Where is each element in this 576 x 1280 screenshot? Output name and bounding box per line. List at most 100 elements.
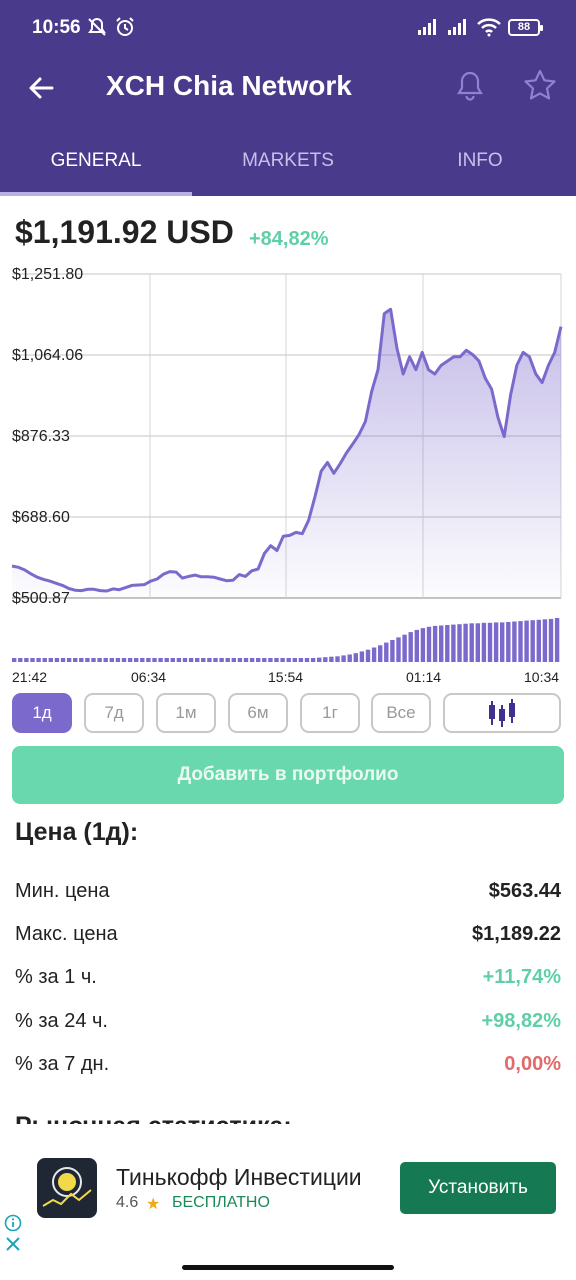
volume-bar <box>24 658 29 662</box>
volume-bar <box>347 654 352 662</box>
volume-bar <box>317 657 322 662</box>
price-area-fill <box>12 309 561 598</box>
stat-row-min: Мин. цена $563.44 <box>15 880 561 910</box>
ad-install-button[interactable]: Установить <box>400 1162 556 1214</box>
ad-rating: 4.6 <box>116 1194 139 1211</box>
x-tick-label: 21:42 <box>12 669 47 685</box>
volume-bar <box>341 655 346 662</box>
volume-bar <box>542 619 548 662</box>
ad-close-icon[interactable] <box>4 1235 22 1253</box>
stat-label: Мин. цена <box>15 880 110 902</box>
period-1d-button[interactable]: 1д <box>12 693 72 733</box>
volume-bar <box>536 619 541 662</box>
volume-bar <box>500 622 505 662</box>
volume-bar <box>134 658 139 662</box>
volume-bar <box>176 658 182 662</box>
volume-bar <box>268 658 273 662</box>
volume-bar <box>329 656 334 662</box>
tab-bar: GENERAL MARKETS INFO <box>0 138 576 196</box>
volume-bar <box>249 658 255 662</box>
page-title: XCH Chia Network <box>106 70 352 101</box>
x-tick-label: 15:54 <box>268 669 303 685</box>
volume-bar <box>146 658 151 662</box>
y-tick-label: $1,251.80 <box>12 266 83 283</box>
volume-bar <box>97 658 102 662</box>
stat-value: +11,74% <box>482 966 561 988</box>
volume-bar <box>85 658 90 662</box>
volume-bar <box>36 658 41 662</box>
volume-bars <box>12 618 560 662</box>
period-1m-button[interactable]: 1м <box>156 693 216 733</box>
volume-bar <box>506 622 511 662</box>
volume-bar <box>384 642 389 662</box>
volume-bar <box>371 647 377 662</box>
price-section-title: Цена (1д): <box>15 818 139 846</box>
market-stats-title: Рыночная статистика: <box>15 1108 575 1124</box>
volume-bar <box>493 622 499 662</box>
ad-banner[interactable]: Тинькофф Инвестиции 4.6 ★ БЕСПЛАТНО Уста… <box>0 1140 576 1260</box>
price-chart[interactable]: $1,251.80$1,064.06$876.33$688.60$500.87 … <box>0 258 576 698</box>
volume-bar <box>170 658 175 662</box>
x-tick-label: 01:14 <box>406 669 441 685</box>
volume-bar <box>79 658 84 662</box>
volume-bar <box>60 658 66 662</box>
tinkoff-logo-icon <box>42 1167 92 1207</box>
period-7d-button[interactable]: 7д <box>84 693 144 733</box>
tab-info[interactable]: INFO <box>457 150 503 171</box>
volume-bar <box>475 623 480 662</box>
volume-bar <box>91 658 96 662</box>
volume-bar <box>310 658 316 662</box>
tab-markets[interactable]: MARKETS <box>242 150 334 171</box>
volume-bar <box>262 658 267 662</box>
volume-bar <box>481 622 487 662</box>
bell-icon[interactable] <box>452 68 488 104</box>
volume-bar <box>207 658 212 662</box>
volume-bar <box>524 620 529 662</box>
volume-bar <box>73 658 78 662</box>
volume-bar <box>512 621 517 662</box>
volume-bar <box>201 658 206 662</box>
volume-bar <box>298 658 304 662</box>
tab-general[interactable]: GENERAL <box>50 150 142 171</box>
stat-label: % за 24 ч. <box>15 1010 108 1032</box>
stat-row-7d: % за 7 дн. 0,00% <box>15 1053 561 1083</box>
volume-bar <box>554 618 560 662</box>
market-stats-title-text: Рыночная статистика: <box>15 1112 292 1124</box>
candlestick-toggle-button[interactable] <box>443 693 561 733</box>
volume-bar <box>426 626 432 662</box>
volume-bar <box>66 658 72 662</box>
y-tick-label: $876.33 <box>12 428 70 445</box>
volume-bar <box>103 658 108 662</box>
back-arrow-icon[interactable] <box>22 68 62 108</box>
period-1y-button[interactable]: 1г <box>300 693 360 733</box>
gesture-nav-bar[interactable] <box>182 1265 394 1270</box>
volume-bar <box>292 658 297 662</box>
price-line <box>11 307 563 593</box>
star-icon[interactable] <box>520 66 560 106</box>
volume-bar <box>457 624 462 662</box>
add-to-portfolio-button[interactable]: Добавить в портфолио <box>12 746 564 804</box>
volume-bar <box>420 628 426 662</box>
status-bar: 10:56 88 <box>0 0 576 56</box>
y-tick-label: $500.87 <box>12 590 70 607</box>
volume-bar <box>463 623 468 662</box>
volume-bar <box>451 624 456 662</box>
volume-bar <box>231 658 236 662</box>
stat-label: Макс. цена <box>15 923 118 945</box>
volume-bar <box>414 629 419 662</box>
alarm-icon <box>116 17 134 36</box>
candlestick-icon <box>489 699 515 727</box>
ad-info-icon[interactable] <box>4 1214 22 1232</box>
x-tick-label: 06:34 <box>131 669 166 685</box>
volume-bar <box>256 658 261 662</box>
volume-bar <box>164 658 169 662</box>
volume-bar <box>243 658 249 662</box>
volume-bar <box>152 658 157 662</box>
signal-2-icon <box>448 19 466 35</box>
volume-bar <box>359 651 365 662</box>
volume-bar <box>396 637 401 662</box>
tab-indicator <box>0 192 192 196</box>
period-6m-button[interactable]: 6м <box>228 693 288 733</box>
period-all-button[interactable]: Все <box>371 693 431 733</box>
volume-bar <box>237 658 243 662</box>
